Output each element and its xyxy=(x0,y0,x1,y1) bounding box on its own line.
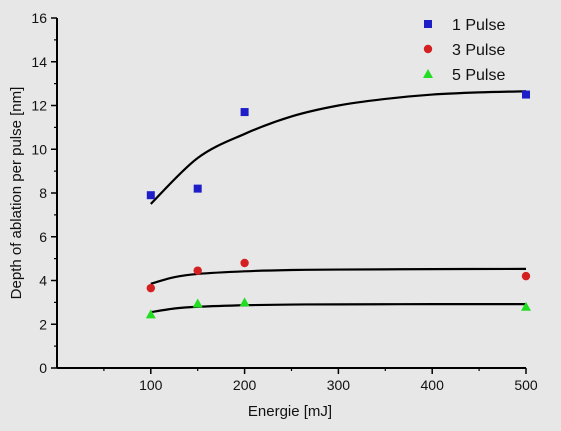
data-point-series-3 xyxy=(239,297,250,307)
y-tick-label: 0 xyxy=(39,360,47,376)
y-tick-label: 2 xyxy=(39,316,47,332)
x-tick-label: 500 xyxy=(514,377,538,393)
x-tick-label: 100 xyxy=(139,377,163,393)
data-point-series-1 xyxy=(240,108,249,117)
legend: 1 Pulse 3 Pulse 5 Pulse xyxy=(423,17,505,84)
fit-curve-3 xyxy=(150,303,527,314)
y-tick-label: 14 xyxy=(31,54,47,70)
legend-label-2: 3 Pulse xyxy=(452,42,505,59)
y-axis-label: Depth of ablation per pulse [nm] xyxy=(8,87,25,300)
x-axis-label: Energie [mJ] xyxy=(248,403,332,420)
fit-curve-1 xyxy=(150,90,527,205)
data-point-series-2 xyxy=(240,258,249,268)
legend-label-3: 5 Pulse xyxy=(452,67,505,84)
data-point-series-3 xyxy=(145,309,156,319)
fit-curves xyxy=(150,90,527,314)
data-point-series-3 xyxy=(521,301,531,311)
axes: 0 2 4 6 8 10 12 14 16 100 200 300 400 500 xyxy=(31,10,537,393)
x-tick-label: 400 xyxy=(421,377,445,393)
data-point-series-2 xyxy=(193,266,202,275)
fit-curve-2 xyxy=(150,267,527,285)
data-point-series-2 xyxy=(521,271,531,281)
data-point-series-1 xyxy=(193,184,202,193)
data-point-series-2 xyxy=(146,283,155,293)
y-tick-label: 16 xyxy=(31,10,47,26)
y-tick-label: 6 xyxy=(39,229,47,245)
y-tick-label: 8 xyxy=(39,185,47,201)
data-point-series-1 xyxy=(146,191,155,200)
y-tick-label: 4 xyxy=(39,273,47,289)
legend-marker-3 xyxy=(423,69,433,78)
y-tick-label: 12 xyxy=(31,98,47,114)
data-point-series-1 xyxy=(522,90,530,99)
x-tick-label: 200 xyxy=(233,377,257,393)
legend-marker-1 xyxy=(424,20,432,28)
data-points xyxy=(145,90,531,319)
data-point-series-3 xyxy=(192,298,203,308)
x-tick-label: 300 xyxy=(327,377,351,393)
legend-marker-2 xyxy=(423,44,433,54)
y-tick-label: 10 xyxy=(31,141,47,157)
legend-label-1: 1 Pulse xyxy=(452,17,505,34)
